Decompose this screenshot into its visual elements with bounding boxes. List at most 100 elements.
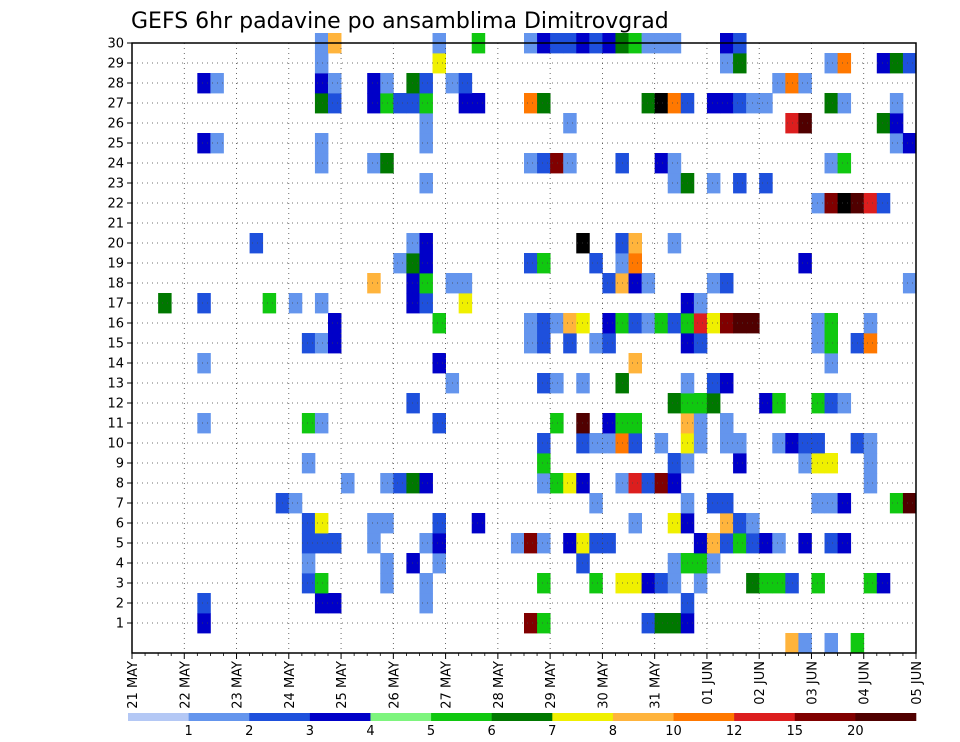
heatmap-cell xyxy=(406,553,420,574)
heatmap-cell xyxy=(733,453,747,474)
chart-title: GEFS 6hr padavine po ansamblima Dimitrov… xyxy=(131,9,669,34)
heatmap-cell xyxy=(837,53,852,74)
heatmap-cell xyxy=(706,313,721,334)
heatmap-cell xyxy=(667,613,682,634)
heatmap-cell xyxy=(328,333,342,354)
heatmap-cell xyxy=(314,53,329,74)
heatmap-cell xyxy=(301,453,316,474)
heatmap-cell xyxy=(720,273,734,294)
heatmap-cell xyxy=(706,533,721,554)
heatmap-cell xyxy=(537,473,551,494)
y-tick-label: 19 xyxy=(107,257,124,272)
heatmap-cell xyxy=(720,373,734,394)
heatmap-cell xyxy=(798,433,812,454)
heatmap-cell xyxy=(759,93,773,114)
heatmap-cell xyxy=(824,453,838,474)
heatmap-cell xyxy=(576,373,590,394)
heatmap-cell xyxy=(419,573,433,594)
heatmap-cell xyxy=(641,93,656,114)
x-tick-label: 26 MAY xyxy=(387,661,402,709)
heatmap-cell xyxy=(876,573,891,594)
heatmap-cell xyxy=(733,533,747,554)
heatmap-cell xyxy=(576,473,590,494)
heatmap-cell xyxy=(837,193,852,214)
heatmap-cell xyxy=(314,573,329,594)
heatmap-cell xyxy=(889,133,904,154)
x-tick-label: 27 MAY xyxy=(440,661,455,709)
heatmap-cell xyxy=(798,113,812,134)
heatmap-cell xyxy=(537,533,551,554)
x-tick-label: 29 MAY xyxy=(544,661,559,709)
heatmap-cell xyxy=(693,573,708,594)
legend-label: 20 xyxy=(847,724,864,739)
grid-layer xyxy=(132,42,917,653)
heatmap-cell xyxy=(824,153,838,174)
heatmap-cell xyxy=(406,293,420,314)
heatmap-cell xyxy=(576,413,590,434)
heatmap-cell xyxy=(837,493,852,514)
heatmap-cell xyxy=(524,253,538,274)
heatmap-cell xyxy=(863,333,878,354)
legend-label: 12 xyxy=(726,724,743,739)
y-tick-label: 18 xyxy=(107,277,124,292)
heatmap-cell xyxy=(406,273,420,294)
x-tick-label: 31 MAY xyxy=(649,661,664,709)
heatmap-cell xyxy=(733,53,747,74)
heatmap-cell xyxy=(419,133,433,154)
heatmap-cell xyxy=(602,533,616,554)
heatmap-cell xyxy=(798,453,812,474)
heatmap-cell xyxy=(759,393,773,414)
heatmap-cell xyxy=(524,93,538,114)
legend-label: 6 xyxy=(488,724,496,739)
heatmap-cell xyxy=(824,353,838,374)
heatmap-cell xyxy=(563,153,577,174)
heatmap-cell xyxy=(314,333,329,354)
heatmap-cell xyxy=(654,93,669,114)
heatmap-cell xyxy=(824,53,838,74)
legend-label: 5 xyxy=(427,724,435,739)
legend-swatch xyxy=(794,713,856,721)
heatmap-cell xyxy=(654,573,669,594)
heatmap-cell xyxy=(902,53,917,74)
heatmap-cell xyxy=(733,173,747,194)
heatmap-cell xyxy=(876,113,891,134)
heatmap-cell xyxy=(537,313,551,334)
heatmap-cell xyxy=(550,413,564,434)
heatmap-cell xyxy=(889,113,904,134)
y-tick-label: 20 xyxy=(107,237,124,252)
cells-layer xyxy=(158,33,917,654)
heatmap-cell xyxy=(197,613,211,634)
heatmap-cell xyxy=(589,573,603,594)
heatmap-cell xyxy=(537,433,551,454)
legend-swatch xyxy=(673,713,735,721)
heatmap-cell xyxy=(537,573,551,594)
x-tick-label: 25 MAY xyxy=(335,661,350,709)
heatmap-cell xyxy=(759,173,773,194)
heatmap-cell xyxy=(693,333,708,354)
heatmap-cell xyxy=(654,473,669,494)
heatmap-cell xyxy=(641,473,656,494)
y-tick-label: 11 xyxy=(107,417,124,432)
legend-swatch xyxy=(431,713,492,721)
x-tick-label: 04 JUN xyxy=(858,661,873,705)
heatmap-cell xyxy=(419,253,433,274)
heatmap-cell xyxy=(589,253,603,274)
heatmap-cell xyxy=(406,93,420,114)
heatmap-cell xyxy=(458,273,473,294)
heatmap-cell xyxy=(693,533,708,554)
heatmap-cell xyxy=(419,293,433,314)
heatmap-cell xyxy=(419,233,433,254)
heatmap-cell xyxy=(602,273,616,294)
y-tick-label: 1 xyxy=(116,617,124,632)
heatmap-cell xyxy=(667,153,682,174)
heatmap-cell xyxy=(563,313,577,334)
heatmap-cell xyxy=(419,273,433,294)
heatmap-cell xyxy=(667,473,682,494)
heatmap-cell xyxy=(301,333,316,354)
heatmap-cell xyxy=(876,53,891,74)
y-tick-label: 12 xyxy=(107,397,124,412)
x-tick-label: 05 JUN xyxy=(910,661,925,705)
legend-label: 2 xyxy=(245,724,253,739)
heatmap-cell xyxy=(628,473,642,494)
heatmap-cell xyxy=(824,533,838,554)
